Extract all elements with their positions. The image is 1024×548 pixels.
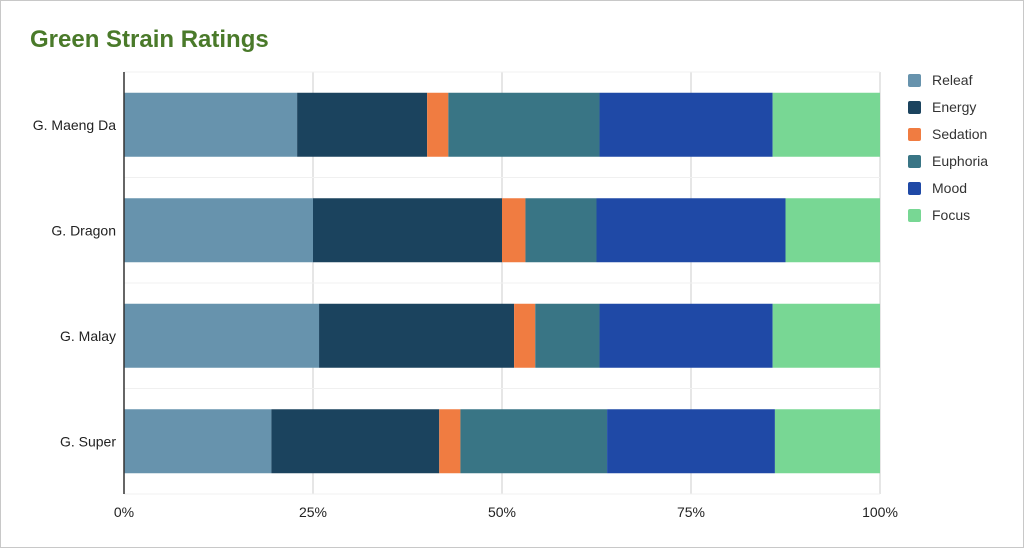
- legend-swatch-releaf: [908, 74, 921, 87]
- bar-g-malay-euphoria: [535, 303, 600, 368]
- x-tick-label-50: 50%: [488, 504, 516, 520]
- y-category-label-g-super: G. Super: [60, 433, 116, 449]
- legend: Releaf Energy Sedation Euphoria Mood Focus: [908, 72, 988, 223]
- legend-label-releaf: Releaf: [932, 72, 973, 88]
- bar-g-super-mood: [607, 409, 775, 474]
- y-category-label-g-malay: G. Malay: [60, 328, 116, 344]
- bar-g-dragon-releaf: [124, 198, 313, 263]
- bar-g-malay-energy: [319, 303, 515, 368]
- bars: [124, 92, 880, 474]
- legend-swatch-focus: [908, 209, 921, 222]
- bar-g-super-releaf: [124, 409, 272, 474]
- bar-g-super-energy: [271, 409, 440, 474]
- x-tick-label-100: 100%: [862, 504, 898, 520]
- legend-label-mood: Mood: [932, 180, 967, 196]
- bar-g-super-euphoria: [460, 409, 608, 474]
- bar-g-malay-focus: [772, 303, 880, 368]
- legend-swatch-energy: [908, 101, 921, 114]
- legend-label-energy: Energy: [932, 99, 976, 115]
- bar-g-maeng-da-focus: [772, 92, 880, 157]
- bar-g-dragon-sedation: [502, 198, 526, 263]
- legend-swatch-sedation: [908, 128, 921, 141]
- bar-g-malay-mood: [599, 303, 773, 368]
- y-category-label-g-dragon: G. Dragon: [51, 222, 116, 238]
- bar-g-maeng-da-sedation: [427, 92, 449, 157]
- bar-g-dragon-euphoria: [525, 198, 597, 263]
- legend-swatch-mood: [908, 182, 921, 195]
- bar-g-maeng-da-releaf: [124, 92, 298, 157]
- chart-title: Green Strain Ratings: [30, 26, 269, 53]
- y-category-label-g-maeng-da: G. Maeng Da: [33, 117, 116, 133]
- legend-label-focus: Focus: [932, 207, 970, 223]
- bar-g-super-focus: [774, 409, 880, 474]
- x-tick-label-75: 75%: [677, 504, 705, 520]
- legend-label-sedation: Sedation: [932, 126, 987, 142]
- bar-g-dragon-focus: [785, 198, 880, 263]
- bar-g-dragon-energy: [313, 198, 502, 263]
- bar-g-maeng-da-mood: [599, 92, 773, 157]
- axes: 0% 25% 50% 75% 100% G. Maeng Da G. Dragon G. Ma…: [33, 72, 898, 520]
- bar-g-malay-releaf: [124, 303, 320, 368]
- bar-g-maeng-da-euphoria: [448, 92, 600, 157]
- legend-swatch-euphoria: [908, 155, 921, 168]
- x-tick-label-25: 25%: [299, 504, 327, 520]
- bar-g-malay-sedation: [514, 303, 536, 368]
- bar-g-dragon-mood: [596, 198, 786, 263]
- legend-label-euphoria: Euphoria: [932, 153, 988, 169]
- x-tick-label-0: 0%: [114, 504, 134, 520]
- bar-g-maeng-da-energy: [297, 92, 428, 157]
- bar-g-super-sedation: [439, 409, 461, 474]
